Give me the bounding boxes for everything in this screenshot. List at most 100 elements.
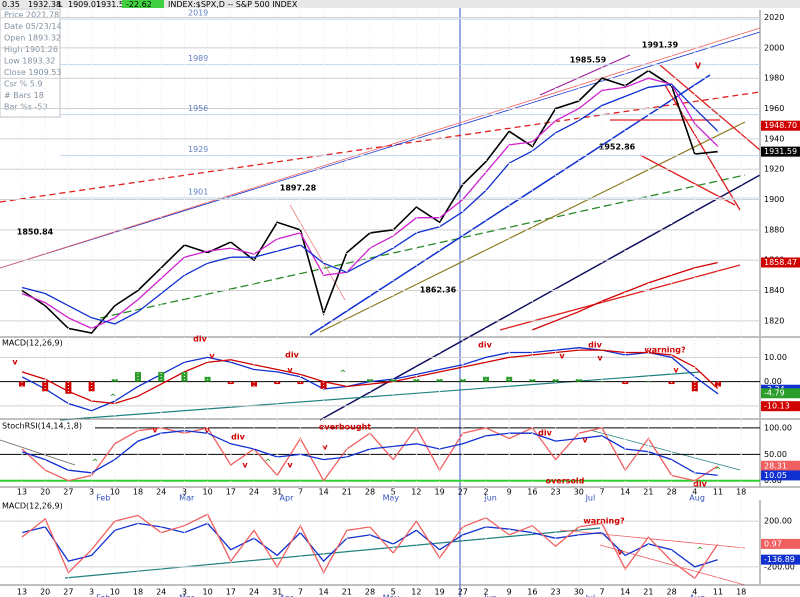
x-tick-label: 14 <box>620 488 630 497</box>
series-line <box>21 83 719 325</box>
x-tick-label: 27 <box>63 488 73 497</box>
x-tick-label: 5 <box>391 488 396 497</box>
x-tick-label: 9 <box>507 488 512 497</box>
histogram-bar <box>715 381 721 387</box>
trendline <box>0 31 761 269</box>
histogram-bar <box>529 379 536 382</box>
histogram-bar <box>459 379 466 382</box>
x-tick-label: 23 <box>551 588 561 597</box>
x-tick-label: 17 <box>226 488 236 497</box>
y-tick-label: -200.00 <box>764 562 795 571</box>
x-tick-label: 18 <box>133 488 143 497</box>
annotation: v <box>242 461 248 470</box>
x-tick-label: 24 <box>249 488 259 497</box>
info-line: Low 1893.32 <box>4 57 55 66</box>
month-label: Mar <box>179 594 195 597</box>
x-tick-label: 14 <box>319 488 329 497</box>
x-tick-label: 13 <box>17 488 27 497</box>
header-field: 1932.38 <box>28 0 61 9</box>
y-tick-label: 1980 <box>764 74 784 83</box>
annotation: v <box>152 426 158 435</box>
x-tick-label: 10 <box>110 588 120 597</box>
annotation: 1991.39 <box>642 41 679 50</box>
last-value-label: 28.31 <box>764 461 787 470</box>
trendline <box>664 84 741 211</box>
header-field: L <box>58 0 63 9</box>
y-tick-label: 10.00 <box>764 353 787 362</box>
x-tick-label: 23 <box>551 488 561 497</box>
y-tick-label: 1820 <box>764 316 784 325</box>
x-tick-label: 27 <box>458 588 468 597</box>
annotation: ^ <box>697 546 704 555</box>
x-tick-label: 20 <box>40 488 50 497</box>
panel-title: MACD(12,26,9) <box>2 339 63 348</box>
last-value-box <box>761 120 800 131</box>
info-box <box>0 8 61 118</box>
last-value-box <box>761 460 800 471</box>
trendline <box>99 174 746 319</box>
y-tick-label: 2020 <box>764 13 784 22</box>
histogram-bar <box>552 379 559 382</box>
annotation: v <box>582 436 588 445</box>
month-label: Apr <box>280 594 295 597</box>
annotation: div <box>478 341 492 350</box>
x-tick-label: 3 <box>89 488 94 497</box>
x-tick-label: 13 <box>17 588 27 597</box>
annotation: V <box>695 62 702 71</box>
y-tick-label: 100.00 <box>764 423 792 432</box>
x-tick-label: 5 <box>391 588 396 597</box>
info-line: Bar %s -53 <box>4 103 48 112</box>
series-line <box>21 349 719 405</box>
month-label: Feb <box>96 494 110 503</box>
histogram-bar <box>367 379 373 382</box>
trendline <box>539 54 631 96</box>
annotation: ^ <box>110 393 117 402</box>
x-tick-label: 9 <box>507 588 512 597</box>
annotation: overbought <box>319 423 371 432</box>
x-tick-label: 21 <box>342 488 352 497</box>
annotation: 1952.86 <box>599 143 636 152</box>
annotation: v <box>617 548 623 557</box>
title-bg <box>0 338 65 348</box>
x-tick-label: 14 <box>620 588 630 597</box>
y-tick-label: 0.00 <box>764 377 782 386</box>
header-field: 1909.01 <box>68 0 101 9</box>
x-tick-label: 11 <box>713 488 723 497</box>
histogram-bar <box>436 379 443 382</box>
trendline <box>559 529 746 549</box>
y-tick-label: 1900 <box>764 195 784 204</box>
annotation: v <box>559 352 565 361</box>
trendline <box>289 204 346 301</box>
y-tick-label: 2000 <box>764 43 784 52</box>
histogram-bar <box>575 379 582 382</box>
month-label: Aug <box>689 494 705 503</box>
annotation: ^ <box>92 458 99 467</box>
level-label: 1989 <box>188 54 208 63</box>
level-label: 1901 <box>188 188 208 197</box>
y-tick-label: 1880 <box>764 225 784 234</box>
x-tick-label: 3 <box>182 588 187 597</box>
info-line: High 1901.26 <box>4 45 58 54</box>
x-tick-label: 24 <box>249 588 259 597</box>
last-value-box <box>761 554 800 565</box>
annotation: oversold <box>546 477 585 486</box>
annotation: v <box>673 366 679 375</box>
month-label: Jun <box>483 594 497 597</box>
y-tick-label: 200.00 <box>764 517 792 526</box>
histogram-bar <box>251 381 257 387</box>
annotation: v <box>209 352 215 361</box>
histogram-bar <box>599 381 605 383</box>
info-line: Csr % 5.9 <box>4 80 42 89</box>
month-label: May <box>383 494 400 503</box>
x-tick-label: 27 <box>458 488 468 497</box>
x-tick-label: 7 <box>599 488 604 497</box>
last-value-box <box>761 388 800 399</box>
x-tick-label: 10 <box>110 488 120 497</box>
title-bg <box>0 421 95 431</box>
x-tick-label: 30 <box>574 588 584 597</box>
x-tick-label: 2 <box>483 588 488 597</box>
last-value-label: -10.13 <box>764 402 790 411</box>
y-tick-label: 1920 <box>764 165 784 174</box>
annotation: v <box>597 354 603 363</box>
